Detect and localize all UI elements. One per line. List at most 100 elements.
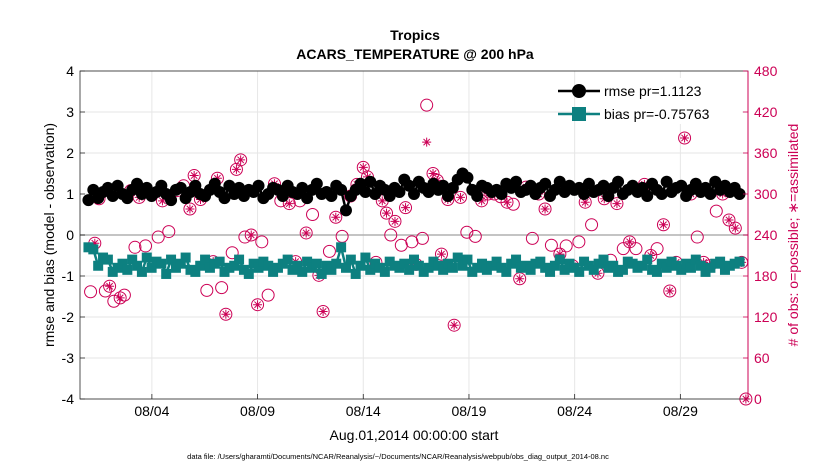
bias-marker [423,262,434,273]
bias-marker [136,266,147,277]
rmse-marker [495,188,508,200]
rmse-marker [393,185,406,198]
bias-marker [146,262,157,273]
data-file-footer: data file: /Users/gharamti/Documents/NCA… [187,452,609,461]
obs-possible-marker [420,98,434,112]
obs-possible-marker [722,213,736,227]
obs-possible-marker [103,279,117,293]
obs-assimilated-marker [428,169,438,178]
rmse-marker [553,175,566,188]
rmse-marker [131,177,144,190]
x-tick-label: 08/09 [240,403,275,419]
right-y-axis: 0 60 120 180 240 300 360 420 480 [743,63,778,407]
bias-marker [549,260,560,271]
x-tick-label: 08/14 [346,403,381,419]
obs-possible-marker [84,285,98,299]
obs-possible-marker [261,288,275,302]
obs-possible-marker [200,283,214,297]
obs-possible-marker [183,202,197,216]
rmse-marker [578,188,591,200]
obs-assimilated-marker [284,199,294,209]
bias-marker [190,266,201,277]
bias-marker [200,254,211,265]
bias-marker [263,260,274,271]
bias-marker [214,256,225,267]
obs-possible-marker [678,131,692,145]
obs-assimilated-marker [658,220,668,230]
obs-assimilated-marker [477,196,487,206]
bias-marker [409,254,419,265]
rmse-marker [218,192,231,205]
obs-possible-marker [282,197,296,211]
rmse-marker [612,175,625,188]
legend-rmse-marker [572,84,586,98]
bias-marker [477,258,488,269]
obs-possible-marker [388,214,402,228]
obs-possible-marker [299,226,313,240]
bias-marker [161,268,172,279]
bias-marker [637,260,648,271]
obs-assimilated-marker [231,164,241,174]
obs-assimilated-marker [105,281,115,291]
bias-marker [413,260,424,271]
x-tick-label: 08/29 [663,403,698,419]
obs-possible-marker [690,230,704,244]
rmse-marker [252,179,265,192]
bias-marker [462,254,473,265]
bias-marker [404,264,415,275]
bias-marker [661,262,672,273]
rmse-series [82,167,746,217]
bias-marker [345,254,356,265]
rmse-marker [296,181,309,194]
rmse-marker [165,194,178,207]
obs-possible-marker [329,210,343,224]
obs-assimilated-marker [449,320,459,330]
y-tick-label-left: -1 [62,268,75,284]
obs-assimilated-marker [318,307,328,317]
x-tick-label: 08/04 [134,403,169,419]
obs-possible-marker [728,221,742,235]
bias-marker [365,264,376,275]
y-axis-label-left: rmse and bias (model - observation) [41,123,57,347]
rmse-marker [733,188,746,200]
y-tick-label-right: 0 [754,391,762,407]
obs-assimilated-marker [185,204,195,214]
rmse-marker [641,190,654,203]
bias-marker [491,256,502,267]
bias-marker [311,258,322,269]
obs-assimilated-marker [221,309,231,319]
x-tick-label: 08/24 [557,403,592,419]
obs-assimilated-marker [580,197,590,207]
bias-series [83,242,745,279]
rmse-marker [364,175,377,188]
bias-marker [559,264,570,275]
obs-assimilated-marker [724,215,734,225]
rmse-marker [675,179,688,192]
bias-marker [88,244,99,255]
obs-possible-marker [525,231,539,245]
bias-marker [282,254,293,265]
obs-assimilated-marker [90,238,100,248]
bias-marker [302,256,313,267]
bias-marker [355,260,366,271]
obs-assimilated-marker [212,173,222,183]
bias-marker [331,258,342,269]
y-tick-label-left: 1 [66,186,74,202]
obs-possible-marker [244,228,258,242]
bias-marker [166,254,177,265]
obs-possible-marker [447,318,461,332]
rmse-marker [325,190,338,203]
bias-marker [651,266,662,277]
rmse-marker [539,177,552,190]
obs-possible-marker [384,228,398,242]
bias-marker [360,252,371,263]
bias-marker [598,254,609,265]
bias-marker [588,264,599,275]
obs-assimilated-marker [515,274,525,284]
bias-marker [102,254,113,265]
obs-possible-marker [656,218,670,232]
legend-bias-marker [572,107,586,121]
bias-marker [452,252,463,263]
bias-marker [545,266,556,277]
bias-marker [253,262,264,273]
